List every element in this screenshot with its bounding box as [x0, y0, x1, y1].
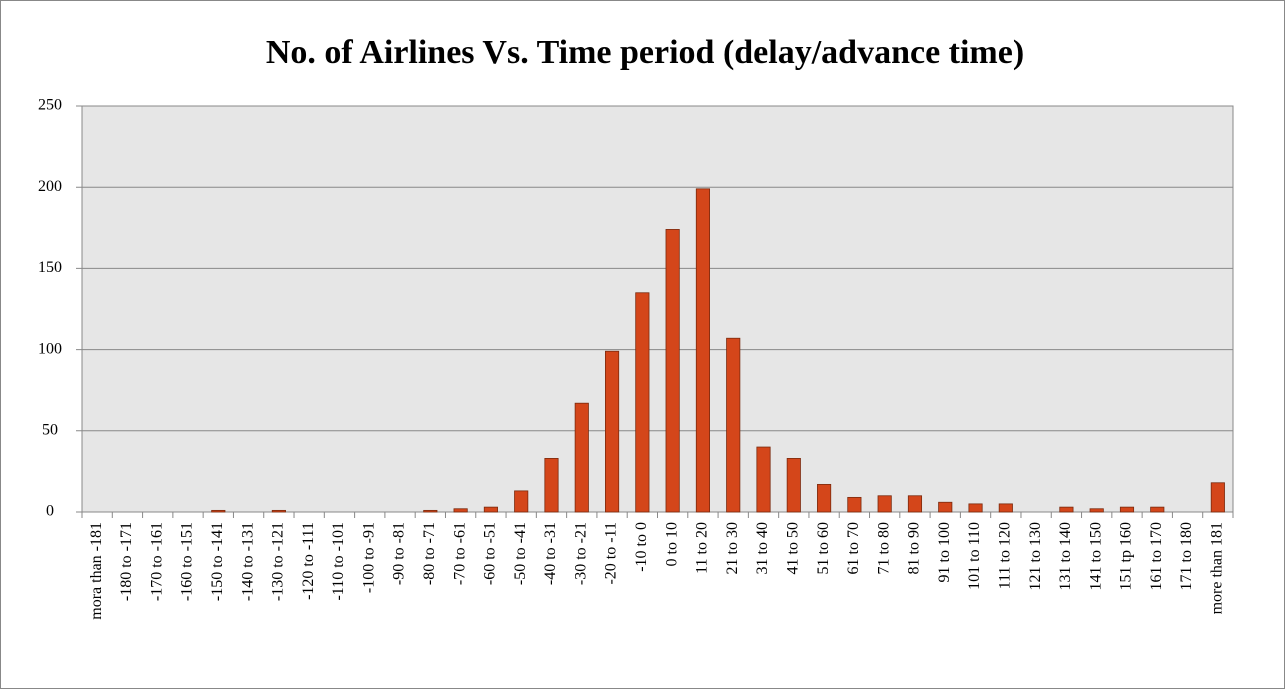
bar	[1089, 508, 1104, 513]
bar	[423, 509, 438, 513]
x-tick-label: -160 to -151	[179, 522, 196, 601]
bar	[786, 458, 801, 513]
x-tick-label: -10 to 0	[633, 522, 650, 572]
x-tick-label: -30 to -21	[572, 522, 589, 585]
x-tick-label: 121 to 130	[1027, 522, 1044, 590]
x-tick-label: 0 to 10	[663, 522, 680, 566]
bar	[877, 495, 892, 513]
x-tick-label: 141 to 150	[1087, 522, 1104, 590]
x-tick-label: 151 tp 160	[1118, 522, 1135, 590]
x-tick-label: -70 to -61	[451, 522, 468, 585]
bar	[544, 458, 559, 513]
x-tick-label: 71 to 80	[875, 522, 892, 574]
bar	[514, 490, 529, 513]
bar	[1150, 506, 1165, 513]
bar	[453, 508, 468, 513]
x-tick-label: 161 to 170	[1148, 522, 1165, 590]
bar	[665, 229, 680, 513]
x-tick-label: -90 to -81	[391, 522, 408, 585]
x-tick-label: 21 to 30	[724, 522, 741, 574]
x-tick-label: 171 to 180	[1178, 522, 1195, 590]
bar	[211, 509, 226, 513]
y-tick-label: 50	[42, 421, 58, 438]
x-tick-label: 81 to 90	[906, 522, 923, 574]
bar	[695, 188, 710, 513]
x-tick-label: -60 to -51	[482, 522, 499, 585]
plot-area	[81, 105, 1234, 513]
bar	[817, 483, 832, 513]
x-tick-label: -80 to -71	[421, 522, 438, 585]
x-tick-label: -130 to -121	[270, 522, 287, 601]
x-tick-label: 111 to 120	[997, 522, 1014, 589]
bar	[574, 402, 589, 513]
x-tick-label: 31 to 40	[754, 522, 771, 574]
bar	[938, 501, 953, 513]
chart-title: No. of Airlines Vs. Time period (delay/a…	[266, 34, 1024, 71]
x-tick-label: -50 to -41	[512, 522, 529, 585]
bar	[847, 496, 862, 513]
x-tick-label: -140 to -131	[239, 522, 256, 601]
bar	[756, 446, 771, 513]
bar	[907, 495, 923, 513]
x-tick-label: mora than -181	[88, 522, 105, 620]
y-tick-label: 100	[38, 340, 62, 357]
bar	[1059, 506, 1074, 513]
y-tick-label: 0	[46, 503, 54, 520]
x-tick-label: 61 to 70	[845, 522, 862, 574]
x-tick-label: 41 to 50	[784, 522, 801, 574]
bar	[483, 506, 498, 513]
bar	[271, 509, 286, 513]
x-tick-label: -100 to -91	[360, 522, 377, 593]
x-tick-label: -40 to -31	[542, 522, 559, 585]
x-tick-label: -150 to -141	[209, 522, 226, 601]
x-tick-label: 91 to 100	[936, 522, 953, 582]
x-tick-label: more than 181	[1209, 522, 1226, 614]
x-tick-label: 51 to 60	[815, 522, 832, 574]
x-tick-label: 131 to 140	[1057, 522, 1074, 590]
bar	[998, 503, 1013, 513]
x-tick-label: -110 to -101	[330, 522, 347, 601]
y-tick-label: 150	[38, 259, 62, 276]
x-tick-label: 11 to 20	[694, 522, 711, 574]
bar	[605, 350, 620, 513]
bar	[1119, 506, 1135, 513]
x-tick-label: 101 to 110	[966, 522, 983, 590]
bar	[726, 337, 741, 513]
x-tick-label: -120 to -111	[300, 522, 317, 600]
x-tick-label: -170 to -161	[148, 522, 165, 601]
x-tick-label: -180 to -171	[118, 522, 135, 601]
bar	[1210, 482, 1225, 513]
y-tick-label: 200	[38, 178, 62, 195]
bar	[968, 503, 983, 513]
y-tick-label: 250	[38, 97, 62, 114]
bar	[635, 292, 650, 513]
x-tick-label: -20 to -11	[603, 522, 620, 585]
